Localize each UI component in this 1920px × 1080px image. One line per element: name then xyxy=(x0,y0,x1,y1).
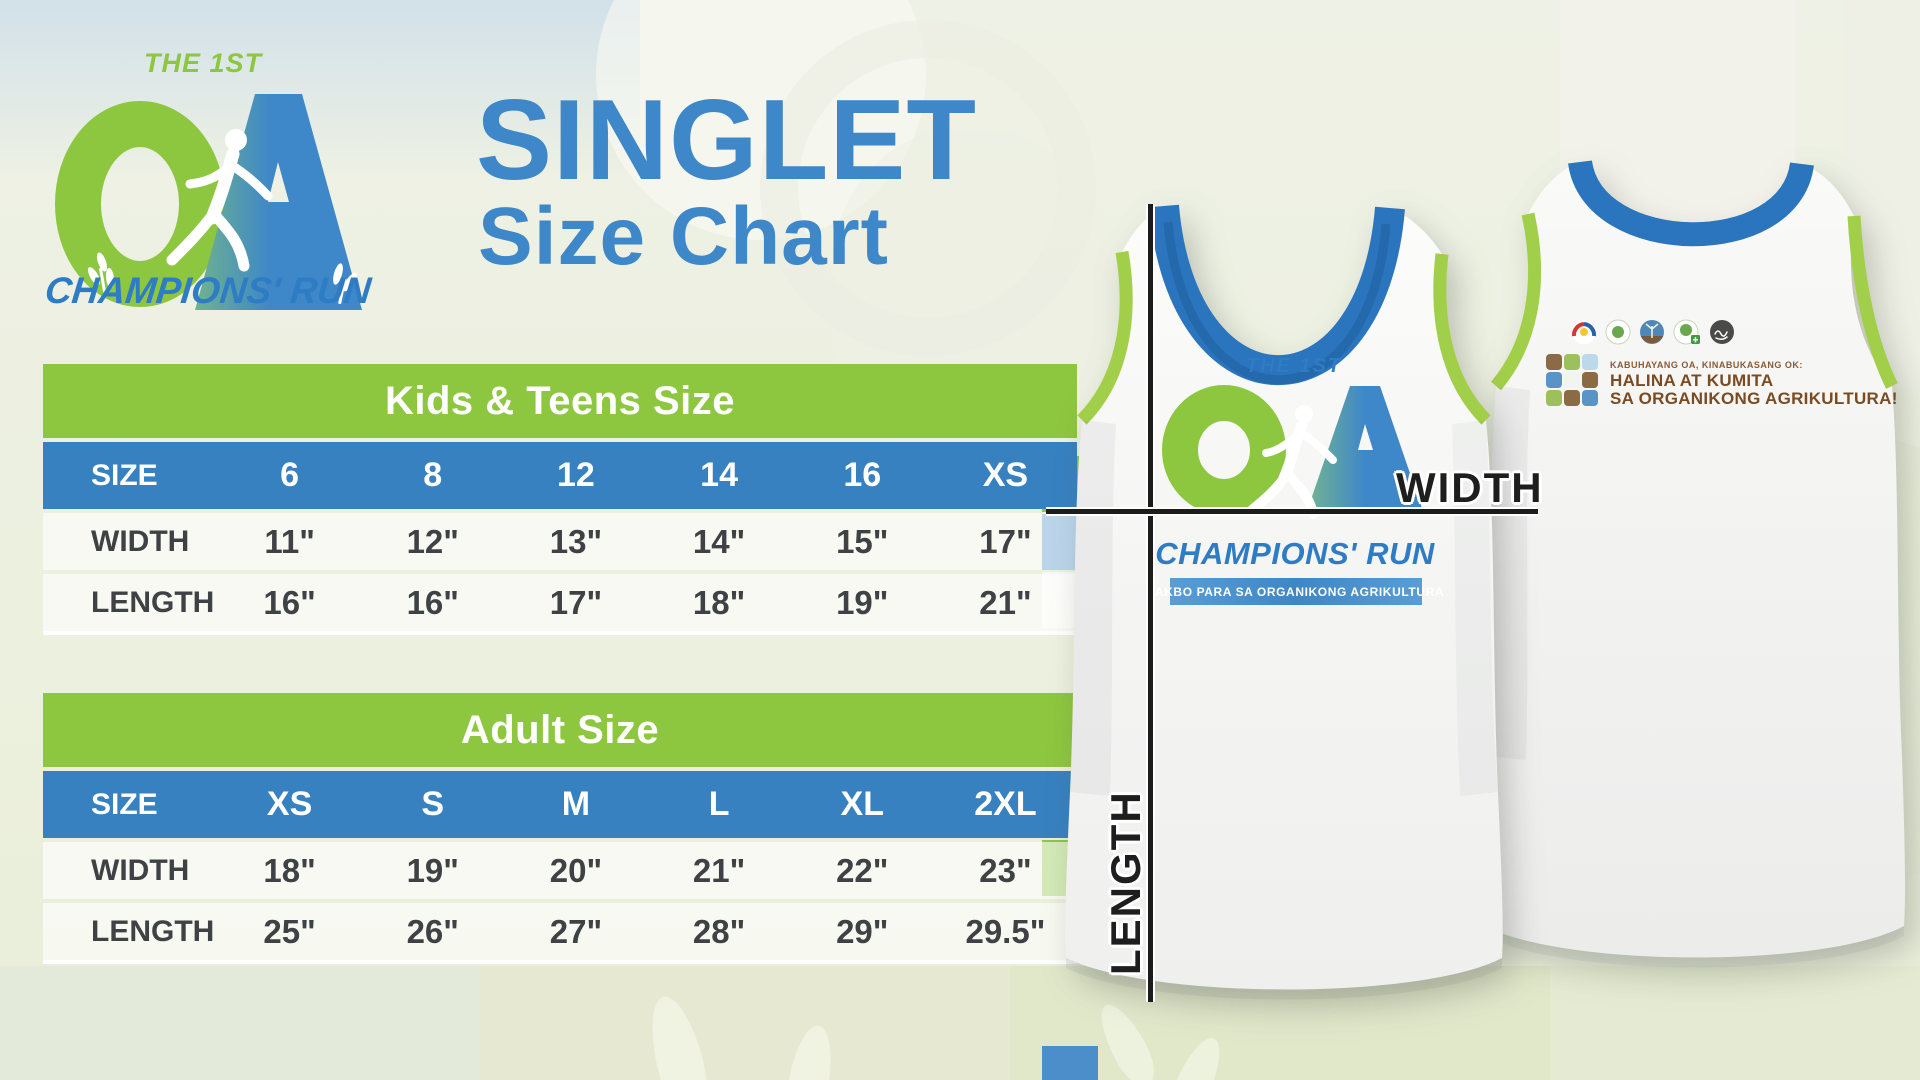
cell: 19" xyxy=(406,851,459,889)
cell: 17" xyxy=(549,583,603,621)
cell: 25" xyxy=(263,912,316,950)
front-champions-run-text: CHAMPIONS' RUN xyxy=(1155,536,1435,571)
adult-length-row: LENGTH 25" 26" 27" 28" 29" 29.5" xyxy=(43,903,1077,960)
col-header: 14 xyxy=(700,456,738,494)
sponsor-logos-row xyxy=(1571,319,1734,345)
front-banner-text: TAKBO PARA SA ORGANIKONG AGRIKULTURA xyxy=(1148,585,1444,599)
adult-size-table: Adult Size SIZE XS S M L XL 2XL WIDTH 18… xyxy=(43,693,1077,964)
front-the-1st-text: THE 1ST xyxy=(1246,355,1342,377)
cell: 18" xyxy=(692,583,746,621)
cell: 21" xyxy=(979,583,1032,621)
length-measure-label: LENGTH xyxy=(1102,790,1149,975)
front-collar-shadow xyxy=(1163,221,1391,385)
cell: 20" xyxy=(549,851,603,889)
bg-tile xyxy=(1550,966,1920,1080)
back-armhole-trim-right xyxy=(1847,215,1898,389)
singlet-back-body xyxy=(1482,162,1906,958)
cell: 13" xyxy=(549,522,603,560)
cell: 16" xyxy=(406,583,459,621)
organic-agriculture-seal-icon xyxy=(1673,319,1700,345)
cell: 27" xyxy=(549,912,603,950)
page-title: SINGLET xyxy=(476,77,978,204)
front-shade-left xyxy=(1070,420,1116,796)
back-kicker-text: KABUHAYANG OA, KINABUKASANG OK: xyxy=(1610,360,1803,370)
cell: 28" xyxy=(692,912,746,950)
kids-width-row: WIDTH 11" 12" 13" 14" 15" 17" xyxy=(43,513,1077,570)
col-header: 8 xyxy=(423,456,443,494)
bg-tile xyxy=(0,966,480,1080)
width-measure-label: WIDTH xyxy=(1396,464,1544,511)
cell: 17" xyxy=(979,522,1032,560)
adult-table-header-row: SIZE XS S M L XL 2XL xyxy=(43,771,1077,838)
front-banner xyxy=(1170,578,1422,605)
kids-length-row: LENGTH 16" 16" 17" 18" 19" 21" xyxy=(43,574,1077,631)
size-header: SIZE xyxy=(91,458,158,492)
cell: 15" xyxy=(836,522,889,560)
col-header: XL xyxy=(840,785,884,823)
col-header: XS xyxy=(266,785,313,823)
back-collar-trim xyxy=(1568,159,1814,247)
adult-table-title: Adult Size xyxy=(43,693,1077,767)
cell: 18" xyxy=(263,851,316,889)
col-header: 16 xyxy=(843,456,882,494)
singlet-back-view: KABUHAYANG OA, KINABUKASANG OK: HALINA A… xyxy=(1482,159,1906,968)
width-measure-line xyxy=(1046,509,1538,514)
front-armhole-trim-right xyxy=(1433,253,1491,425)
logo-the-1st: THE 1ST xyxy=(144,48,263,78)
cell: 22" xyxy=(836,851,889,889)
back-hem xyxy=(1484,926,1904,968)
cell: 14" xyxy=(692,522,746,560)
back-tagline-line2: SA ORGANIKONG AGRIKULTURA! xyxy=(1610,389,1898,408)
front-oa-logo xyxy=(1162,385,1424,519)
col-header: L xyxy=(708,785,730,823)
col-header: S xyxy=(421,785,445,823)
wheat-icon xyxy=(87,252,357,305)
soil-and-plant-seal-icon xyxy=(1640,320,1664,344)
runner-icon xyxy=(166,129,273,272)
col-header: 6 xyxy=(280,456,300,494)
col-header: M xyxy=(561,785,591,823)
back-armhole-trim-left xyxy=(1490,212,1542,391)
row-label: LENGTH xyxy=(91,585,215,619)
row-label: LENGTH xyxy=(91,914,215,948)
bg-square-blue xyxy=(1042,1046,1098,1080)
back-shade xyxy=(1486,386,1530,760)
cell: 26" xyxy=(406,912,459,950)
kids-size-table: Kids & Teens Size SIZE 6 8 12 14 16 XS W… xyxy=(43,364,1077,635)
cell: 29.5" xyxy=(965,912,1046,950)
oa-logo-o-shape xyxy=(55,101,225,307)
cell: 16" xyxy=(263,583,316,621)
col-header: XS xyxy=(982,456,1029,494)
col-header: 2XL xyxy=(974,785,1037,823)
cell: 29" xyxy=(836,912,889,950)
cell: 11" xyxy=(264,522,315,560)
page-subtitle: Size Chart xyxy=(478,191,889,282)
bagong-pilipinas-seal-icon xyxy=(1571,320,1597,344)
front-hem xyxy=(1066,958,1502,1000)
cell: 19" xyxy=(836,583,889,621)
cutik-badge-icon xyxy=(1710,320,1734,344)
kids-table-title: Kids & Teens Size xyxy=(43,364,1077,438)
cell: 12" xyxy=(406,522,459,560)
back-tagline-line1: HALINA AT KUMITA xyxy=(1610,371,1773,390)
oa-grid-logo xyxy=(1546,354,1598,406)
size-header: SIZE xyxy=(91,787,158,821)
front-armhole-trim-left xyxy=(1077,250,1133,425)
col-header: 12 xyxy=(557,456,595,494)
agriculture-department-seal-icon xyxy=(1605,319,1631,345)
logo-champions-run: CHAMPIONS' RUN xyxy=(43,270,373,311)
bg-tile xyxy=(480,966,1010,1080)
front-shade-right xyxy=(1452,420,1498,796)
length-measure-line xyxy=(1148,204,1153,1002)
singlet-front-view: THE 1ST CHAMPIONS' RUN TAKBO PARA SA ORG… xyxy=(1065,204,1503,1000)
kids-table-header-row: SIZE 6 8 12 14 16 XS xyxy=(43,442,1077,509)
adult-width-row: WIDTH 18" 19" 20" 21" 22" 23" xyxy=(43,842,1077,899)
cell: 21" xyxy=(692,851,746,889)
row-label: WIDTH xyxy=(91,524,190,558)
cell: 23" xyxy=(979,851,1032,889)
oa-logo xyxy=(55,94,362,310)
row-label: WIDTH xyxy=(91,853,190,887)
